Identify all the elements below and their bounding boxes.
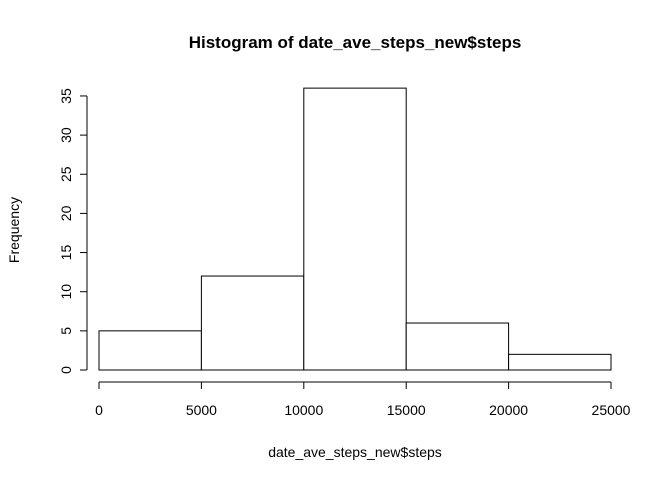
bars-group [98,87,612,371]
histogram-bar-3 [405,322,510,371]
y-axis-label: Frequency [6,197,22,263]
y-axis: 0 5 10 15 20 25 30 35 [58,88,88,374]
y-tick-label-1: 5 [58,327,74,335]
x-tick-label-4: 20000 [489,402,528,418]
y-tick-label-4: 20 [58,205,74,221]
x-tick-label-2: 10000 [284,402,323,418]
x-axis-label: date_ave_steps_new$steps [268,444,442,460]
y-tick-label-3: 15 [58,245,74,261]
chart-title: Histogram of date_ave_steps_new$steps [189,33,522,52]
x-tick-label-5: 25000 [592,402,631,418]
y-tick-label-2: 10 [58,284,74,300]
y-tick-label-5: 25 [58,166,74,182]
y-tick-label-6: 30 [58,127,74,143]
y-tick-label-0: 0 [58,366,74,374]
x-tick-label-0: 0 [95,402,103,418]
histogram-bar-2 [303,87,407,371]
histogram-bar-4 [508,353,612,371]
histogram-bar-1 [200,275,305,371]
y-tick-label-7: 35 [58,88,74,104]
x-tick-label-1: 5000 [186,402,217,418]
histogram-bar-0 [98,330,202,371]
x-axis: 0 5000 10000 15000 20000 25000 [95,381,631,418]
x-tick-label-3: 15000 [387,402,426,418]
